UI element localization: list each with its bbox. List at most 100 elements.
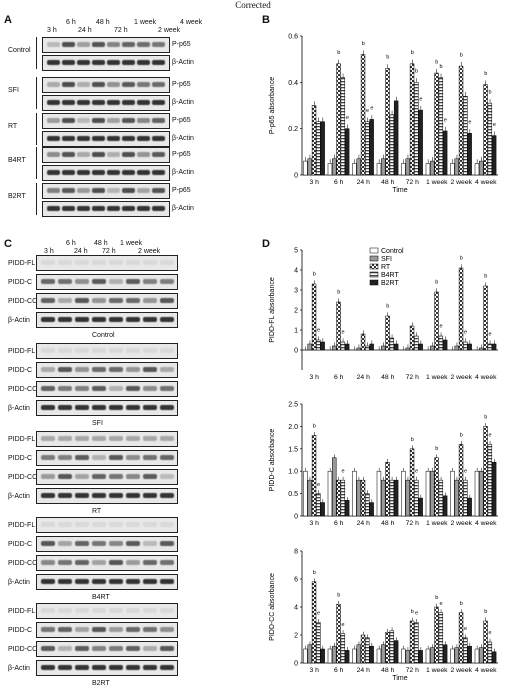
bar <box>381 158 386 176</box>
bar <box>360 634 366 664</box>
blot-band <box>109 260 123 265</box>
significance-label: e <box>440 324 443 330</box>
bar <box>327 648 333 664</box>
blot-band <box>152 188 165 193</box>
blot-band <box>122 206 135 211</box>
row-label: PIDD-CC <box>8 646 38 653</box>
bar <box>344 343 350 351</box>
bar <box>430 647 435 664</box>
blot-band <box>41 646 55 651</box>
row-label: PIDD-FL <box>8 260 36 267</box>
blot-band <box>58 522 72 527</box>
blot-band <box>143 436 157 441</box>
significance-label: b <box>337 290 340 296</box>
group-label: Control <box>92 332 115 339</box>
blot-band <box>58 386 72 391</box>
significance-label: b <box>484 415 487 421</box>
row-label: PIDD-C <box>8 541 33 548</box>
blot-band <box>75 405 89 410</box>
blot-band <box>58 436 72 441</box>
significance-label: b <box>460 256 463 262</box>
y-tick-label: 5 <box>294 248 298 255</box>
bar <box>360 54 366 176</box>
blot-strip <box>36 450 178 466</box>
row-label: β-Actin <box>8 317 30 324</box>
bar <box>454 345 459 351</box>
blot-band <box>109 279 123 284</box>
significance-label: e <box>317 328 320 334</box>
blot-band <box>109 541 123 546</box>
significance-label: e <box>440 601 443 607</box>
bar <box>365 345 370 351</box>
bar <box>418 497 423 517</box>
blot-band <box>62 118 75 123</box>
x-tick-label: 24 h <box>357 179 370 186</box>
blot-band <box>92 279 106 284</box>
blot-band <box>75 260 89 265</box>
blot-band <box>126 386 140 391</box>
blot-band <box>58 646 72 651</box>
group-label: RT <box>92 508 102 515</box>
blot-band <box>126 298 140 303</box>
blot-band <box>126 405 140 410</box>
bar <box>332 345 337 351</box>
blot-strip <box>36 381 178 397</box>
y-tick-label: 1.0 <box>288 469 298 476</box>
bar <box>344 128 350 176</box>
blot-band <box>143 665 157 670</box>
blot-band <box>122 118 135 123</box>
bar <box>352 163 357 176</box>
blot-strip <box>42 201 170 217</box>
blot-band <box>62 60 75 65</box>
blot-band <box>92 206 105 211</box>
blot-band <box>143 627 157 632</box>
blot-band <box>92 348 106 353</box>
blot-strip <box>36 255 178 271</box>
x-tick-label: 4 week <box>475 667 497 674</box>
bar <box>405 650 410 664</box>
blot-band <box>126 367 140 372</box>
blot-band <box>160 541 174 546</box>
time-label-top: 4 week <box>180 19 203 26</box>
blot-band <box>122 188 135 193</box>
blot-band <box>109 608 123 613</box>
row-label: β-Actin <box>172 59 194 66</box>
x-tick-label: 24 h <box>357 667 370 674</box>
y-tick-label: 0.5 <box>288 491 298 498</box>
blot-band <box>126 665 140 670</box>
bar <box>316 622 321 664</box>
blot-band <box>143 455 157 460</box>
blot-band <box>137 60 150 65</box>
group-label: B2RT <box>8 193 26 200</box>
bar <box>405 479 410 517</box>
bar <box>385 631 390 664</box>
significance-label: e <box>444 117 447 123</box>
blot-band <box>107 152 120 157</box>
x-tick-label: 72 h <box>406 667 419 674</box>
blot-band <box>143 522 157 527</box>
blot-band <box>107 42 120 47</box>
blot-strip <box>42 95 170 111</box>
bar <box>414 82 419 176</box>
blot-band <box>92 541 106 546</box>
bar <box>393 640 399 664</box>
blot-band <box>58 317 72 322</box>
blot-band <box>75 665 89 670</box>
blot-band <box>58 455 72 460</box>
blot-strip <box>36 603 178 619</box>
bar <box>409 620 415 664</box>
y-tick-label: 0 <box>294 348 298 355</box>
bar <box>434 457 439 517</box>
bar <box>311 283 317 351</box>
blot-band <box>109 474 123 479</box>
bar <box>320 648 325 664</box>
blot-band <box>152 170 165 175</box>
bar <box>365 493 370 517</box>
blot-band <box>47 42 60 47</box>
group-bracket <box>36 147 37 179</box>
bar <box>418 343 423 351</box>
blot-band <box>152 82 165 87</box>
bar <box>336 63 341 176</box>
blot-band <box>92 42 105 47</box>
bar <box>336 603 341 664</box>
